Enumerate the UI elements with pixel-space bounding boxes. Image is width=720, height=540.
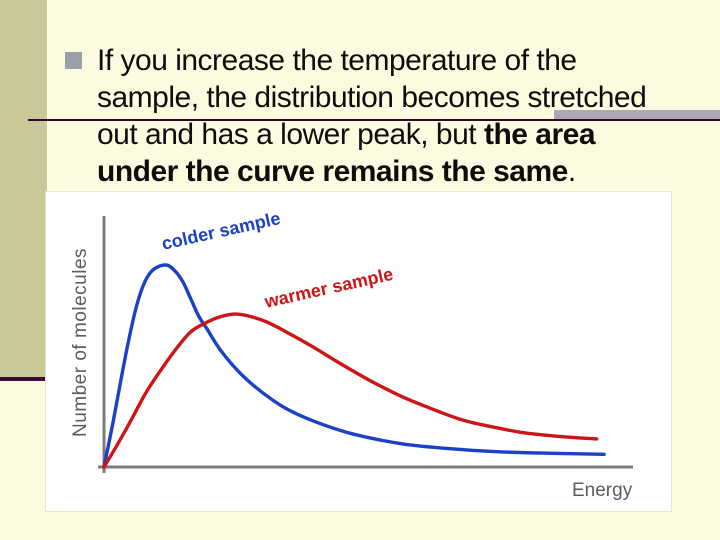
curve-colder <box>102 263 606 469</box>
left-template-band <box>0 0 47 378</box>
line-4-bold: under the curve remains the same <box>97 155 568 188</box>
accent-horizontal-line <box>28 119 720 121</box>
curve-warmer <box>102 312 599 469</box>
paragraph-line-2: sample, the distribution becomes stretch… <box>97 81 647 114</box>
paragraph-line-1: If you increase the temperature of the <box>97 44 577 77</box>
bullet-square-icon <box>65 52 82 69</box>
paragraph-line-3: out and has a lower peak, but the area <box>97 116 707 153</box>
line-3-bold: the area <box>483 118 596 151</box>
paragraph-line-4: under the curve remains the same. <box>97 153 707 190</box>
chart-canvas <box>98 216 633 473</box>
bullet-paragraph: If you increase the temperature of the s… <box>97 42 707 190</box>
band-accent-underline <box>0 377 49 381</box>
line-4-period: . <box>567 155 576 188</box>
y-axis-label: Number of molecules <box>70 247 91 437</box>
line-3-regular: out and has a lower peak, but <box>97 118 484 151</box>
accent-gray-bar <box>554 110 720 120</box>
x-axis-label: Energy <box>572 480 633 501</box>
distribution-chart <box>45 191 672 512</box>
